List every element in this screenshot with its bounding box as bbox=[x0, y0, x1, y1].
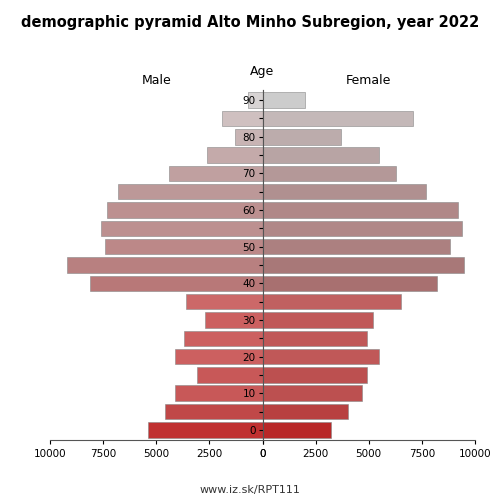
Bar bbox=[262, 239, 450, 254]
Bar bbox=[235, 129, 262, 144]
Bar bbox=[148, 422, 262, 438]
Bar bbox=[222, 110, 262, 126]
Bar bbox=[90, 276, 262, 291]
Bar bbox=[262, 422, 330, 438]
Bar bbox=[101, 220, 262, 236]
Bar bbox=[262, 92, 305, 108]
Bar bbox=[108, 202, 262, 218]
Bar bbox=[262, 166, 396, 181]
Text: demographic pyramid Alto Minho Subregion, year 2022: demographic pyramid Alto Minho Subregion… bbox=[21, 15, 479, 30]
Bar bbox=[262, 110, 414, 126]
Bar bbox=[105, 239, 262, 254]
Bar bbox=[262, 184, 426, 200]
Bar bbox=[262, 257, 464, 273]
Bar bbox=[262, 349, 380, 364]
Bar bbox=[262, 404, 348, 419]
Bar bbox=[196, 367, 262, 382]
Bar bbox=[184, 330, 262, 346]
Text: Age: Age bbox=[250, 64, 274, 78]
Bar bbox=[248, 92, 262, 108]
Bar bbox=[262, 129, 341, 144]
Title: Male: Male bbox=[142, 74, 171, 88]
Bar bbox=[262, 202, 458, 218]
Bar bbox=[262, 367, 366, 382]
Bar bbox=[262, 294, 400, 310]
Title: Female: Female bbox=[346, 74, 392, 88]
Bar bbox=[118, 184, 262, 200]
Bar bbox=[262, 148, 380, 163]
Bar bbox=[67, 257, 262, 273]
Bar bbox=[176, 349, 262, 364]
Bar bbox=[205, 312, 262, 328]
Bar bbox=[169, 166, 262, 181]
Bar bbox=[262, 220, 462, 236]
Bar bbox=[165, 404, 262, 419]
Text: www.iz.sk/RPT111: www.iz.sk/RPT111 bbox=[200, 485, 300, 495]
Bar bbox=[262, 312, 373, 328]
Bar bbox=[176, 386, 262, 401]
Bar bbox=[208, 148, 262, 163]
Bar bbox=[262, 386, 362, 401]
Bar bbox=[262, 276, 437, 291]
Bar bbox=[262, 330, 366, 346]
Bar bbox=[186, 294, 262, 310]
